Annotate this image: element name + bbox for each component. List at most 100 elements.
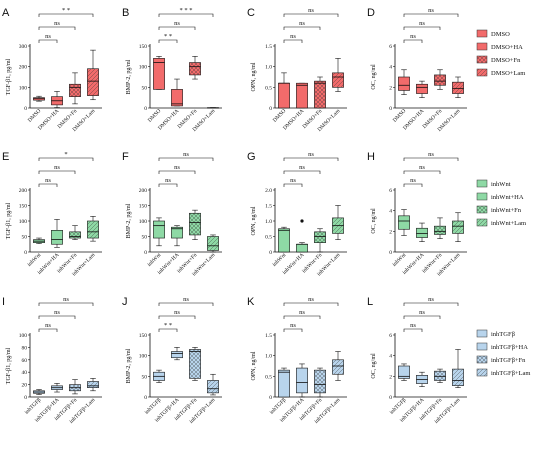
box-body: [278, 369, 290, 398]
box-2: [434, 368, 446, 383]
box-2: [189, 209, 201, 240]
box-hatch: [69, 84, 81, 97]
box-3: [87, 49, 99, 101]
bracket-line: [403, 157, 459, 161]
box-3: [332, 58, 344, 92]
significance-label: ns: [308, 296, 314, 303]
significance-label: ns: [290, 177, 296, 184]
y-axis-label: BMP-2, pg/ml: [126, 348, 132, 383]
box-hatch: [189, 213, 201, 235]
significance-bracket: ns: [158, 164, 196, 174]
significance-label: * *: [164, 322, 172, 329]
box-hatch: [434, 74, 446, 86]
box-1: [51, 383, 63, 393]
y-tick-label: 1.0: [265, 354, 272, 360]
panel-letter: F: [122, 151, 129, 163]
y-tick-label: 50: [22, 235, 28, 241]
box-body: [278, 228, 290, 253]
box-hatch: [189, 349, 201, 379]
box-hatch: [452, 82, 464, 94]
legend-label: inhWnt+Lam: [491, 220, 526, 227]
y-tick-label: 60: [22, 358, 28, 364]
box-1: [51, 219, 63, 248]
legend-label: inhTGFβ: [491, 331, 516, 338]
y-axis-label: OC, ng/ml: [371, 353, 377, 379]
legend-label: inhWnt+Fn: [491, 207, 522, 214]
significance-label: ns: [45, 322, 51, 329]
bracket-line: [403, 302, 459, 306]
box-body: [153, 220, 165, 239]
bracket-line: [38, 328, 58, 332]
significance-label: ns: [308, 151, 314, 158]
legend-label: inhTGFβ+Fn: [491, 357, 526, 364]
significance-label: ns: [299, 164, 305, 171]
significance-bracket: * *: [158, 33, 178, 43]
box-hatch: [189, 62, 201, 75]
significance-label: ns: [54, 164, 60, 171]
panel-letter: B: [122, 7, 129, 19]
box-1: [416, 371, 428, 387]
significance-label: ns: [428, 7, 434, 14]
box-0: [278, 226, 290, 253]
box-body: [398, 365, 410, 379]
significance-label: ns: [299, 309, 305, 316]
legend-swatch: [476, 179, 488, 188]
y-tick-label: 1.5: [265, 204, 272, 210]
y-axis-label: OPN, ng/ml: [251, 62, 257, 91]
bracket-line: [283, 26, 321, 30]
significance-bracket: ns: [283, 33, 303, 43]
significance-bracket: ns: [283, 177, 303, 187]
significance-bracket: ns: [158, 177, 178, 187]
box-body: [398, 215, 410, 230]
y-tick-label: 150: [139, 44, 148, 50]
bracket-line: [38, 26, 76, 30]
y-axis-label: OC, ng/ml: [371, 64, 377, 90]
significance-bracket: ns: [158, 309, 196, 319]
y-tick-label: 0: [389, 106, 392, 112]
significance-bracket: ns: [403, 164, 441, 174]
significance-bracket: ns: [403, 7, 459, 17]
box-2: [69, 225, 81, 240]
panel-letter: C: [247, 7, 255, 19]
box-body: [398, 76, 410, 91]
y-tick-label: 1.5: [265, 44, 272, 50]
significance-label: ns: [45, 33, 51, 40]
y-axis-label: TGF-β1, pg/ml: [6, 58, 12, 95]
y-tick-label: 2: [389, 229, 392, 235]
legend-label: inhTGFβ+Lam: [491, 370, 530, 377]
box-body: [171, 226, 183, 239]
y-tick-label: 150: [19, 204, 28, 210]
x-category-label: DMSO: [147, 108, 163, 124]
y-tick-label: 0: [24, 250, 27, 256]
box-0: [278, 72, 290, 109]
panel-letter: A: [2, 7, 10, 19]
significance-bracket: ns: [283, 322, 303, 332]
panel-letter: L: [367, 296, 373, 308]
box-0: [33, 237, 45, 244]
box-hatch: [332, 72, 344, 88]
box-2: [189, 347, 201, 381]
box-1: [296, 242, 308, 253]
y-tick-label: 0.5: [265, 235, 272, 241]
x-category-label: DMSO: [392, 108, 408, 124]
significance-label: ns: [54, 309, 60, 316]
y-tick-label: 200: [139, 188, 148, 194]
significance-label: ns: [419, 164, 425, 171]
box-0: [153, 56, 165, 90]
box-0: [153, 217, 165, 247]
legend-label: DMSO+Fn: [491, 57, 521, 64]
box-body: [416, 227, 428, 238]
box-body: [296, 243, 308, 253]
legend-row-1: DMSO DMSO+HA DMSO+Fn DMSO+Lam: [476, 29, 525, 77]
legend-label: DMSO: [491, 31, 510, 38]
significance-bracket: ns: [403, 33, 423, 43]
legend-swatch-hatch: [477, 356, 487, 363]
box-3: [452, 76, 464, 98]
panel-letter: K: [247, 296, 255, 308]
y-axis-label: OPN, ng/ml: [251, 351, 257, 380]
box-body: [296, 367, 308, 394]
box-2: [314, 76, 326, 109]
bracket-line: [158, 157, 214, 161]
bracket-line: [283, 328, 303, 332]
